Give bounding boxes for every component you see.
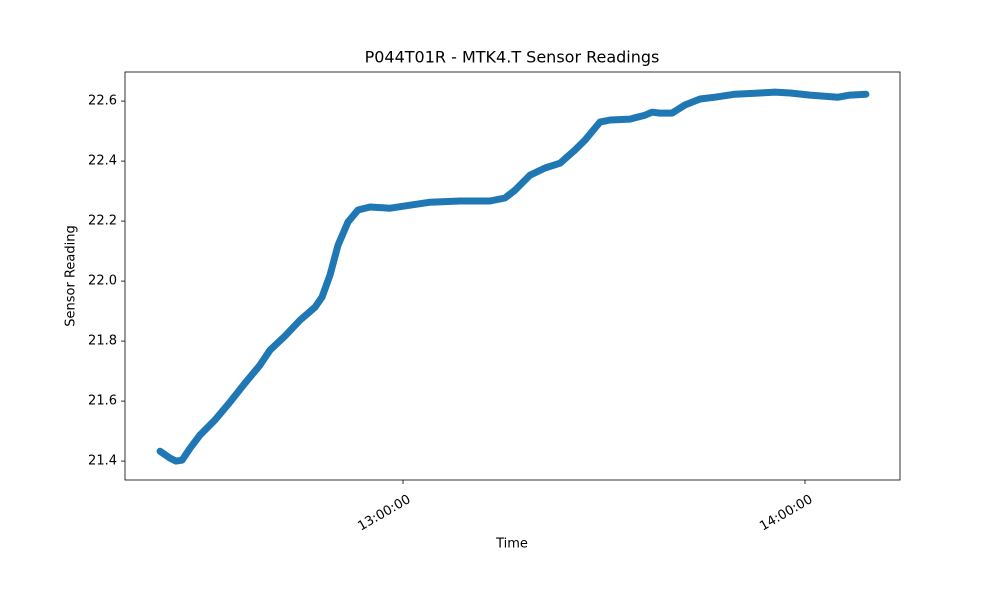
y-tick-label: 22.0 <box>88 274 117 289</box>
plot-frame <box>124 71 901 481</box>
y-tick-label: 22.2 <box>88 214 117 229</box>
y-tick-label: 21.4 <box>88 454 117 469</box>
y-tick-label: 21.6 <box>88 394 117 409</box>
y-tick-label: 22.6 <box>88 94 117 109</box>
x-axis-label: Time <box>495 537 528 552</box>
y-axis-label: Sensor Reading <box>64 225 79 326</box>
x-tick-label: 14:00:00 <box>757 492 815 534</box>
y-tick-label: 21.8 <box>88 334 117 349</box>
y-tick-label: 22.4 <box>88 154 117 169</box>
chart-title: P044T01R - MTK4.T Sensor Readings <box>365 48 660 67</box>
x-tick-label: 13:00:00 <box>355 492 413 534</box>
data-line <box>156 88 870 465</box>
